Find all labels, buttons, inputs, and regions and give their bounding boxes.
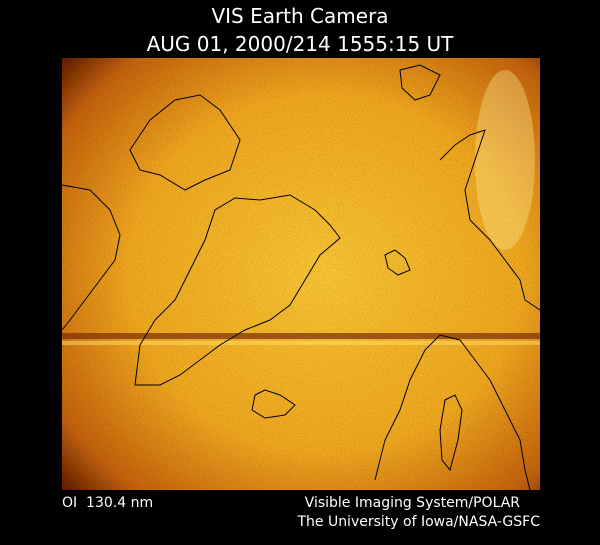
bright-arc: [475, 70, 535, 250]
coastline: [384, 249, 411, 276]
scan-line: [62, 341, 540, 345]
instrument: Visible Imaging System/POLAR: [305, 495, 521, 511]
coastline: [251, 389, 296, 419]
coastline: [129, 94, 241, 191]
coastline: [62, 184, 121, 331]
coastline: [374, 334, 531, 490]
wavelength: OI 130.4 nm: [62, 495, 153, 511]
title: VIS Earth Camera: [211, 4, 388, 28]
coastline: [439, 129, 540, 311]
coastline: [439, 394, 463, 472]
institution: The University of Iowa/NASA-GSFC: [296, 514, 540, 530]
coastline: [399, 64, 441, 101]
scan-line: [62, 333, 540, 339]
coastline: [134, 194, 341, 386]
timestamp: AUG 01, 2000/214 1555:15 UT: [147, 32, 455, 56]
coastlines: [62, 64, 540, 490]
camera-image: [62, 58, 540, 490]
aurora-image: [62, 58, 540, 490]
